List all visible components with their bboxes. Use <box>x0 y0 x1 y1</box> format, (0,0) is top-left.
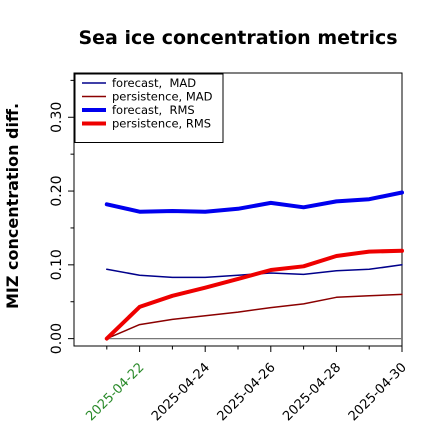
x-tick-label: 2025-04-22 <box>83 360 147 424</box>
legend-entry-label: forecast, MAD <box>112 76 196 90</box>
y-tick-label: 0.30 <box>49 102 65 133</box>
x-tick-label: 2025-04-28 <box>280 360 344 424</box>
legend-entry-label: persistence, MAD <box>112 90 213 104</box>
x-tick-label: 2025-04-26 <box>215 360 279 424</box>
y-tick-label: 0.00 <box>49 323 65 354</box>
y-axis: 0.00 0.10 0.20 0.30 <box>49 79 74 354</box>
series-line-2 <box>104 190 404 214</box>
y-tick-label: 0.10 <box>49 249 65 280</box>
series-line-3 <box>104 248 404 341</box>
legend-entry-label: persistence, RMS <box>112 117 211 131</box>
y-tick-label: 0.20 <box>49 175 65 206</box>
x-axis: 2025-04-22 2025-04-24 2025-04-26 2025-04-28… <box>83 346 410 424</box>
y-axis-label: MIZ concentration diff. <box>3 103 22 309</box>
x-tick-label: 2025-04-30 <box>346 360 410 424</box>
x-tick-label: 2025-04-24 <box>149 360 213 424</box>
series-layer <box>104 190 404 341</box>
chart-title: Sea ice concentration metrics <box>78 27 397 49</box>
legend-entry-label: forecast, RMS <box>112 103 195 117</box>
series-line-1 <box>106 293 403 340</box>
